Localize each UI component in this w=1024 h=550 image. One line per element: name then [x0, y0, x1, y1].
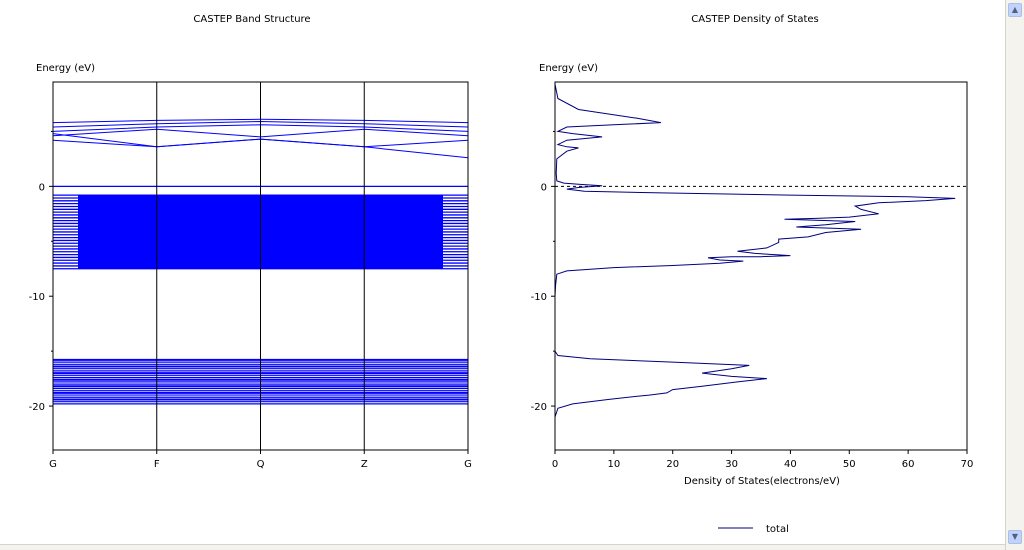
- dos-x-tick-label: 70: [961, 459, 974, 470]
- dos-x-tick-label: 30: [725, 459, 738, 470]
- band-chart-title: CASTEP Band Structure: [193, 14, 310, 25]
- band-x-tick-label: F: [154, 459, 160, 470]
- band-y-tick-label: -10: [29, 292, 45, 303]
- dos-y-tick-label: 0: [541, 182, 547, 193]
- dos-y-axis-label: Energy (eV): [539, 63, 598, 74]
- band-plot-frame: [52, 81, 469, 451]
- dos-chart: CASTEP Density of States Energy (eV) 0 10…: [531, 14, 974, 535]
- dos-x-tick-label: 20: [666, 459, 679, 470]
- band-x-tick-label: Z: [361, 459, 368, 470]
- vertical-scrollbar[interactable]: ▲ ▼: [1005, 0, 1024, 550]
- dos-x-tick-label: 0: [552, 459, 558, 470]
- dos-x-axis-label: Density of States(electrons/eV): [684, 476, 840, 487]
- charts-canvas: CASTEP Band Structure Energy (eV) 0 -10 -2…: [29, 14, 974, 535]
- dos-chart-title: CASTEP Density of States: [691, 14, 819, 25]
- dos-legend: total: [718, 524, 789, 535]
- dos-y-tick-label: -10: [531, 292, 547, 303]
- horizontal-scrollbar[interactable]: [0, 544, 1005, 550]
- band-y-axis-label: Energy (eV): [36, 63, 95, 74]
- band-x-tick-label: Q: [257, 459, 265, 470]
- legend-total-label: total: [766, 524, 789, 535]
- scroll-up-arrow-icon[interactable]: ▲: [1008, 3, 1022, 17]
- dos-x-tick-label: 50: [843, 459, 856, 470]
- band-x-tick-label: G: [464, 459, 472, 470]
- band-x-tick-label: G: [49, 459, 57, 470]
- dos-plot-frame: [554, 81, 968, 451]
- scroll-down-arrow-icon[interactable]: ▼: [1008, 530, 1022, 544]
- dos-total-series-line: [554, 84, 956, 450]
- dos-y-tick-label: -20: [531, 402, 547, 413]
- dos-x-tick-label: 40: [784, 459, 797, 470]
- band-y-tick-label: -20: [29, 402, 45, 413]
- band-y-tick-label: 0: [39, 182, 45, 193]
- band-structure-chart: CASTEP Band Structure Energy (eV) 0 -10 -2…: [29, 14, 472, 470]
- dos-x-tick-label: 60: [902, 459, 915, 470]
- dos-x-tick-label: 10: [607, 459, 620, 470]
